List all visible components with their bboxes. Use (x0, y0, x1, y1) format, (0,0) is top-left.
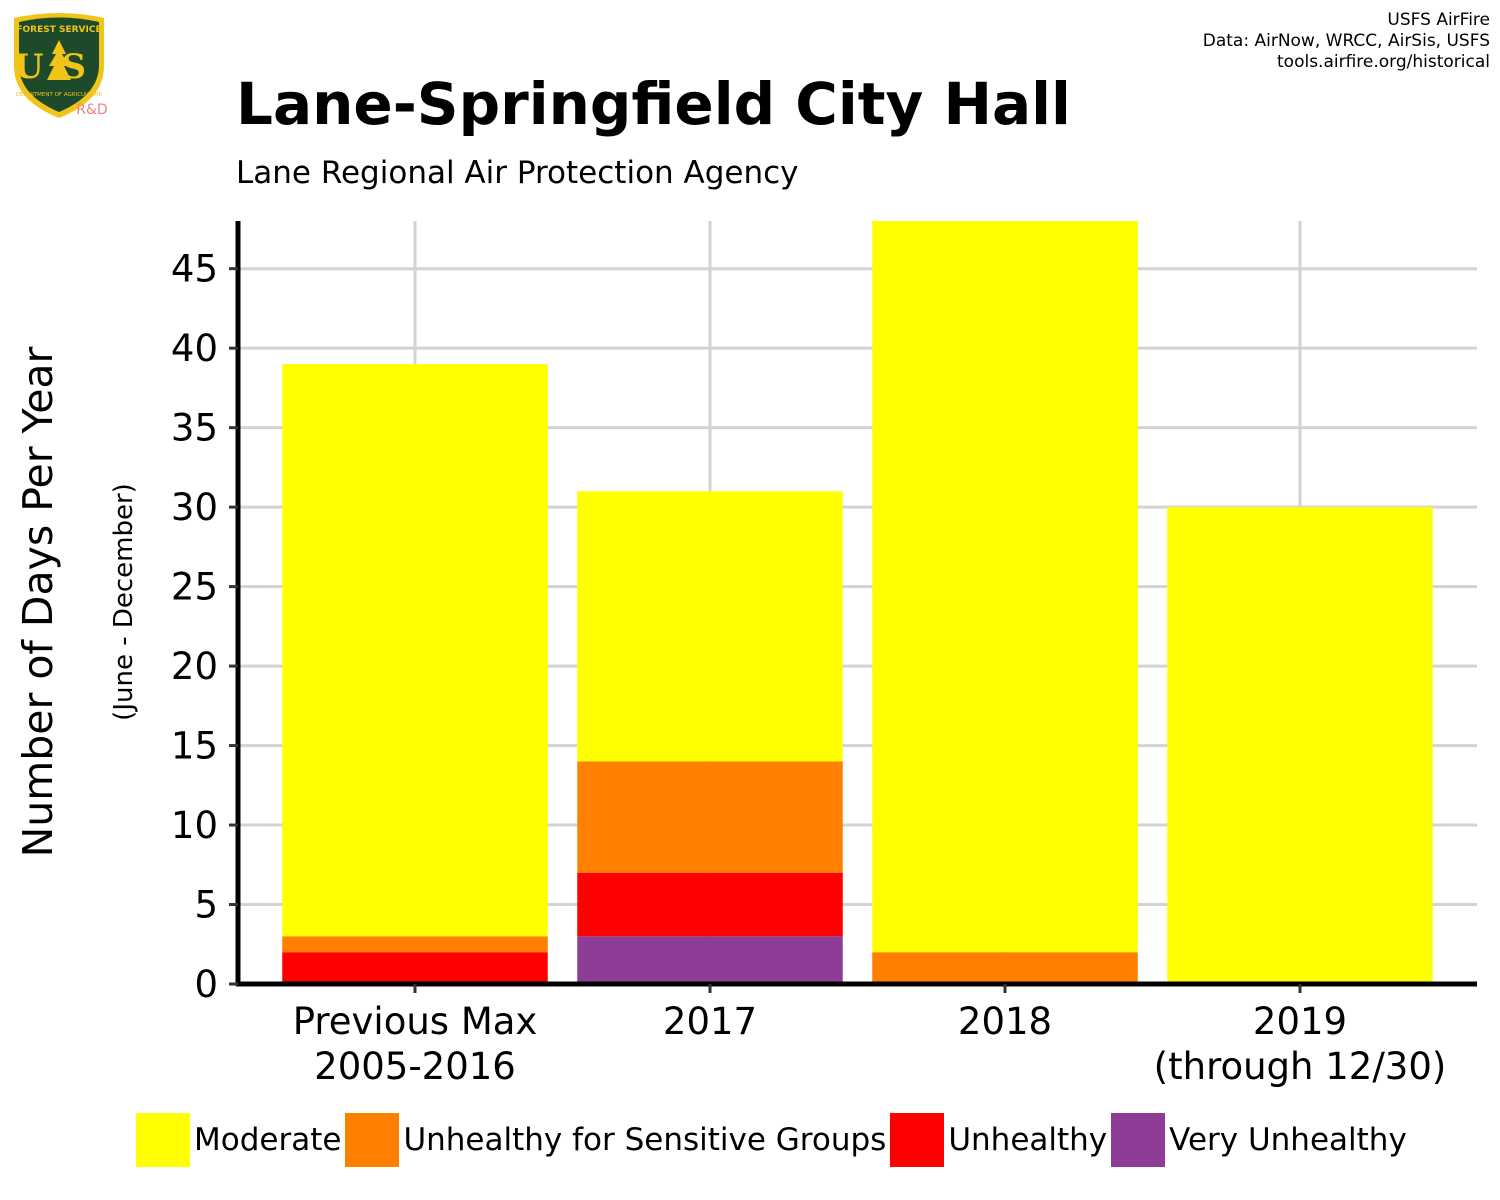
logo-tag: R&D (76, 102, 107, 118)
chart-title: Lane-Springfield City Hall (236, 70, 1071, 138)
legend-swatch (136, 1113, 190, 1167)
chart-subtitle: Lane Regional Air Protection Agency (236, 155, 799, 191)
bar-segment (577, 491, 843, 762)
x-tick-label: (through 12/30) (1154, 1045, 1447, 1088)
bar-segment (872, 952, 1138, 984)
y-tick-label: 5 (194, 884, 218, 927)
legend-label: Unhealthy for Sensitive Groups (403, 1122, 887, 1158)
bar-segment (577, 872, 843, 937)
credit-line: USFS AirFire (1387, 10, 1490, 30)
y-tick-label: 15 (171, 725, 218, 768)
bar-segment (1167, 507, 1433, 984)
y-tick-label: 30 (171, 486, 218, 529)
bars (282, 221, 1433, 984)
legend-item: Moderate (136, 1113, 345, 1167)
axes (229, 221, 1477, 993)
forest-service-shield-icon: FOREST SERVICE US DEPARTMENT OF AGRICULT… (14, 13, 108, 118)
x-tick-label: Previous Max (293, 1000, 538, 1043)
legend-item: Very Unhealthy (1111, 1113, 1411, 1167)
legend-item: Unhealthy for Sensitive Groups (345, 1113, 890, 1167)
credit-line: tools.airfire.org/historical (1277, 52, 1490, 72)
x-tick-label: 2018 (958, 1000, 1052, 1043)
legend-label: Moderate (194, 1122, 342, 1158)
y-tick-label: 35 (171, 407, 218, 450)
y-tick-label: 25 (171, 566, 218, 609)
logo-top-text: FOREST SERVICE (16, 25, 101, 35)
bar-segment (282, 936, 548, 953)
y-tick-label: 20 (171, 645, 218, 688)
y-tick-label: 0 (194, 963, 218, 1006)
x-tick-label: 2017 (663, 1000, 757, 1043)
bar-segment (282, 364, 548, 937)
x-tick-label: 2019 (1253, 1000, 1347, 1043)
credit-line: Data: AirNow, WRCC, AirSis, USFS (1202, 31, 1490, 51)
credits: USFS AirFire Data: AirNow, WRCC, AirSis,… (1203, 10, 1490, 73)
y-tick-label: 45 (171, 248, 218, 291)
bar-segment (577, 936, 843, 984)
legend-label: Unhealthy (948, 1122, 1108, 1158)
y-axis-sublabel: (June - December) (109, 483, 139, 721)
bar-segment (577, 761, 843, 873)
legend-swatch (345, 1113, 400, 1167)
legend-swatch (1111, 1113, 1166, 1167)
y-axis-label: Number of Days Per Year (14, 346, 62, 857)
bar-segment (282, 952, 548, 984)
legend-item: Unhealthy (890, 1113, 1111, 1167)
legend-label: Very Unhealthy (1169, 1122, 1407, 1158)
logo-bottom-text: DEPARTMENT OF AGRICULTURE (16, 92, 103, 98)
bar-segment (872, 221, 1138, 953)
logo-letters: US (14, 47, 104, 87)
y-tick-label: 40 (171, 327, 218, 370)
x-tick-label: 2005-2016 (314, 1045, 516, 1088)
y-tick-label: 10 (171, 804, 218, 847)
legend: Moderate Unhealthy for Sensitive Groups Un… (136, 1113, 1411, 1167)
legend-swatch (890, 1113, 945, 1167)
tree-icon (47, 40, 71, 80)
